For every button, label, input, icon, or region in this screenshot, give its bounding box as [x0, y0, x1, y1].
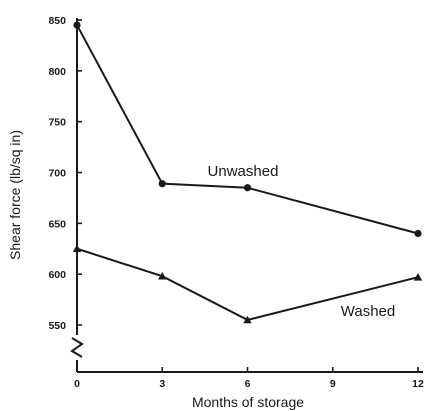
data-point-circle [73, 21, 81, 29]
series-label-unwashed: Unwashed [208, 163, 279, 180]
y-axis-label: Shear force (lb/sq in) [7, 130, 23, 260]
series-label-washed: Washed [341, 303, 395, 320]
series-line-unwashed [76, 24, 419, 235]
data-point-triangle [413, 273, 423, 281]
y-axis-break-mark [70, 337, 84, 358]
y-tick-label: 700 [48, 168, 66, 180]
y-tick-label: 650 [48, 218, 66, 230]
data-point-triangle [158, 272, 167, 280]
y-tick-label: 750 [48, 117, 66, 129]
series-line-washed [76, 247, 419, 321]
y-ticks: 550 600 650 700 750 800 850 [48, 15, 82, 332]
x-tick-label: 0 [74, 378, 80, 390]
y-tick-label: 850 [48, 15, 66, 27]
series-unwashed: Unwashed [73, 21, 422, 238]
x-tick-label: 9 [330, 378, 336, 390]
x-tick-label: 3 [159, 378, 165, 390]
series-group: Unwashed Washed [72, 21, 423, 324]
x-tick-label: 6 [245, 378, 251, 390]
data-point-triangle [243, 315, 252, 324]
data-point-circle [243, 184, 252, 192]
x-ticks: 0 3 6 9 12 [74, 367, 424, 390]
x-axis-label: Months of storage [192, 394, 304, 410]
data-point-circle [158, 180, 166, 188]
y-tick-label: 550 [48, 320, 66, 332]
x-tick-label: 12 [412, 378, 424, 390]
data-point-circle [414, 229, 422, 238]
series-washed: Washed [72, 244, 423, 324]
y-tick-label: 600 [48, 269, 66, 281]
data-point-triangle [72, 244, 82, 253]
y-tick-label: 800 [48, 66, 66, 78]
